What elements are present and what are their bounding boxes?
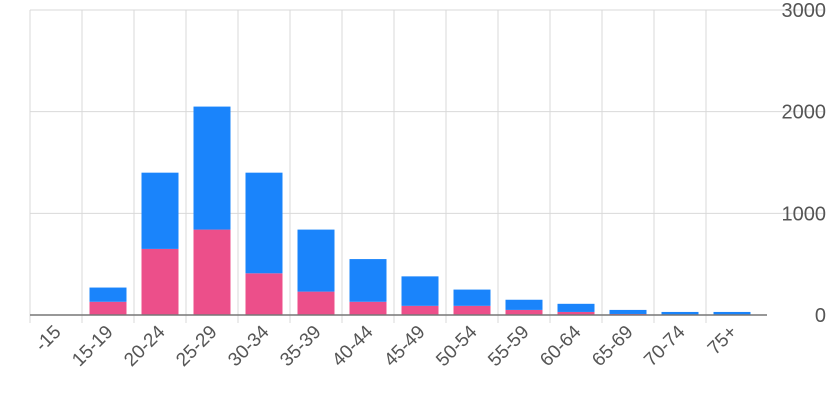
bar-segment-series-1 (401, 305, 439, 315)
x-tick-label: 65-69 (588, 322, 637, 371)
bar-segment-series-1 (245, 273, 283, 315)
bar-segment-series-1 (349, 301, 387, 315)
bar-segment-series-1 (505, 309, 543, 315)
bar-segment-series-2 (349, 259, 387, 302)
bar-segment-series-1 (297, 291, 335, 315)
x-tick-label: 45-49 (380, 322, 429, 371)
bar-segment-series-2 (557, 303, 595, 312)
bar-layer (89, 106, 751, 315)
bar-segment-series-2 (661, 311, 699, 315)
bar-segment-series-1 (89, 301, 127, 315)
bar-segment-series-2 (453, 289, 491, 306)
x-tick-label: 30-34 (224, 321, 274, 371)
bar-segment-series-2 (609, 309, 647, 314)
bar-segment-series-2 (401, 276, 439, 306)
x-tick-label: 35-39 (276, 322, 325, 371)
bar-segment-series-1 (453, 305, 491, 315)
x-tick-label: 40-44 (328, 321, 378, 371)
bar-segment-series-2 (193, 106, 231, 230)
y-tick-label: 1000 (782, 203, 827, 225)
x-tick-label: 75+ (704, 322, 742, 360)
x-tick-label: 20-24 (120, 321, 170, 371)
bar-segment-series-2 (245, 172, 283, 274)
bar-segment-series-1 (557, 311, 595, 315)
x-tick-label: 25-29 (172, 322, 221, 371)
bar-segment-series-2 (505, 299, 543, 310)
bar-segment-series-2 (713, 311, 751, 315)
y-tick-label: 2000 (782, 102, 827, 124)
y-tick-label: 3000 (782, 0, 827, 22)
x-tick-label: 50-54 (432, 321, 482, 371)
bar-segment-series-2 (141, 172, 179, 249)
bar-segment-series-2 (297, 229, 335, 292)
bar-segment-series-1 (193, 229, 231, 315)
x-tick-label: 15-19 (68, 322, 117, 371)
x-tick-label: -15 (31, 322, 65, 356)
x-tick-label: 55-59 (484, 322, 533, 371)
x-tick-label: 60-64 (536, 321, 586, 371)
bar-segment-series-2 (89, 287, 127, 302)
y-tick-label: 0 (815, 305, 826, 327)
grid-layer (29, 9, 825, 323)
x-tick-label: 70-74 (640, 321, 690, 371)
bar-segment-series-1 (141, 248, 179, 315)
